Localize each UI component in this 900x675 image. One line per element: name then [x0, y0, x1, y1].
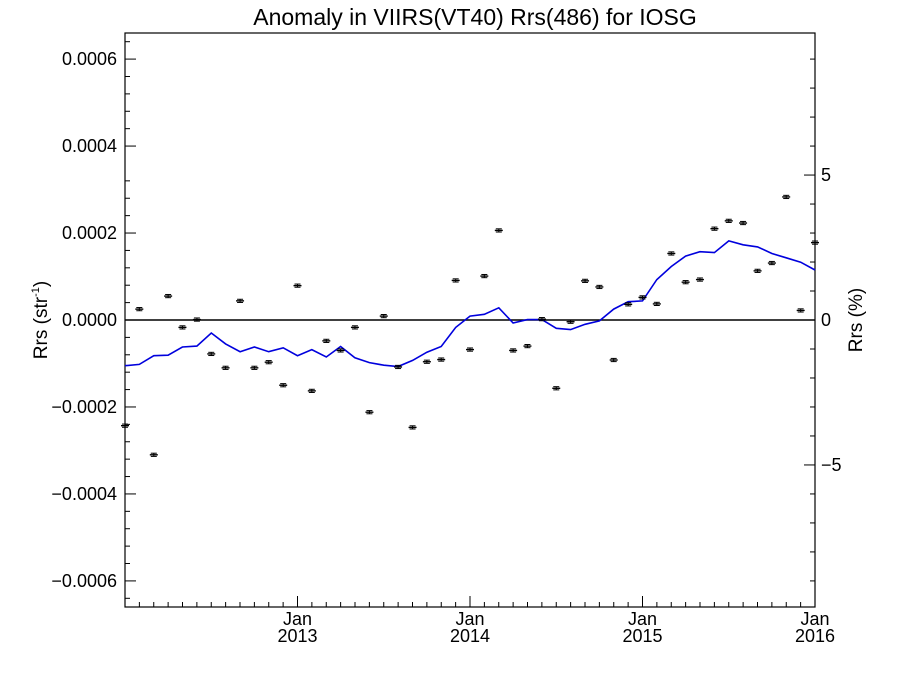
x-tick-label-month: Jan	[455, 609, 484, 629]
anomaly-point	[537, 317, 546, 322]
left-y-tick-label: 0.0004	[62, 136, 117, 156]
anomaly-point	[609, 357, 618, 363]
anomaly-point	[279, 383, 288, 388]
left-y-tick-label: −0.0006	[51, 571, 117, 591]
anomaly-point	[293, 283, 302, 288]
left-y-tick-label: 0.0002	[62, 223, 117, 243]
anomaly-point	[336, 348, 345, 353]
anomaly-point	[638, 295, 647, 300]
anomaly-point	[480, 273, 489, 279]
anomaly-point	[652, 301, 661, 307]
anomaly-point	[681, 280, 690, 285]
anomaly-point	[422, 359, 431, 364]
right-y-axis-label: Rrs (%)	[846, 288, 867, 352]
anomaly-point	[350, 325, 359, 330]
anomaly-point	[221, 365, 230, 370]
chart-title: Anomaly in VIIRS(VT40) Rrs(486) for IOSG	[253, 4, 697, 30]
anomaly-point	[408, 425, 417, 430]
anomaly-point	[192, 317, 201, 322]
anomaly-point	[207, 351, 216, 357]
left-y-tick-label: 0.0006	[62, 49, 117, 69]
anomaly-point	[236, 298, 245, 303]
x-tick-label-year: 2016	[795, 626, 835, 646]
right-y-tick-label: 0	[821, 310, 831, 330]
anomaly-point	[437, 357, 446, 362]
left-y-axis: 0.0006 0.0004 0.0002 0.0000 −0.0002 −0.0004 −0…	[51, 41, 136, 599]
anomaly-point	[739, 220, 748, 226]
anomaly-point	[264, 360, 273, 365]
x-tick-label-year: 2013	[277, 626, 317, 646]
anomaly-point	[164, 293, 173, 299]
left-y-axis-label: Rrs (str-1)	[30, 281, 52, 359]
anomaly-point	[523, 343, 532, 349]
anomaly-point	[796, 308, 805, 313]
anomaly-point	[394, 364, 403, 370]
anomaly-point	[667, 251, 676, 256]
anomaly-point	[149, 452, 158, 457]
x-tick-label-month: Jan	[283, 609, 312, 629]
anomaly-point	[753, 268, 762, 273]
anomaly-point	[509, 348, 518, 353]
anomaly-point	[695, 277, 704, 282]
anomaly-point	[379, 313, 388, 319]
anomaly-point	[624, 302, 633, 307]
anomaly-point	[451, 278, 460, 283]
x-tick-label-year: 2015	[622, 626, 662, 646]
anomaly-point	[724, 218, 733, 223]
anomaly-point	[767, 260, 776, 266]
x-tick-label-month: Jan	[800, 609, 829, 629]
left-y-tick-label: −0.0002	[51, 397, 117, 417]
anomaly-point	[595, 284, 604, 290]
anomaly-point	[466, 347, 474, 352]
anomaly-point	[710, 226, 719, 231]
anomaly-point	[581, 278, 590, 283]
anomaly-point	[365, 410, 374, 415]
anomaly-points	[121, 194, 819, 457]
right-y-axis: 5 0 −5	[804, 58, 842, 582]
anomaly-point	[322, 338, 331, 343]
anomaly-point	[566, 319, 575, 324]
left-y-tick-label: −0.0004	[51, 484, 117, 504]
anomaly-point	[135, 307, 144, 312]
anomaly-point	[307, 388, 316, 393]
running-mean-line	[124, 240, 816, 368]
anomaly-point	[552, 386, 561, 391]
anomaly-point	[782, 194, 791, 200]
right-y-tick-label: −5	[821, 455, 842, 475]
x-tick-label-month: Jan	[628, 609, 657, 629]
x-tick-label-year: 2014	[450, 626, 490, 646]
anomaly-point	[494, 228, 503, 233]
anomaly-point	[178, 325, 187, 330]
anomaly-point	[811, 240, 819, 245]
anomaly-point	[121, 423, 129, 428]
right-y-tick-label: 5	[821, 165, 831, 185]
left-y-tick-label: 0.0000	[62, 310, 117, 330]
anomaly-point	[250, 365, 259, 370]
